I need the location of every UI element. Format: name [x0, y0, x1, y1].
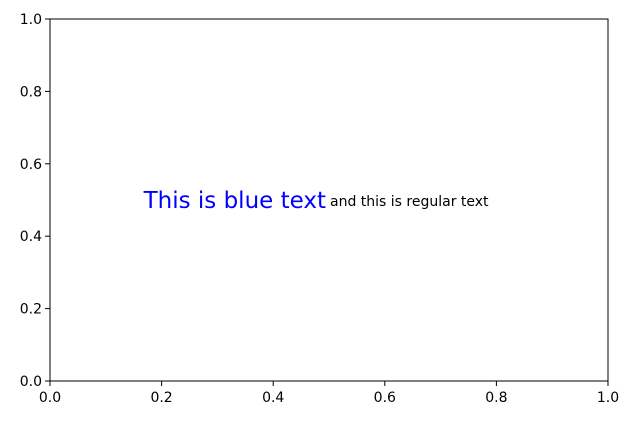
x-tick-label: 1.0: [597, 390, 619, 406]
y-tick-label: 0.6: [20, 157, 42, 173]
x-tick-label: 0.0: [39, 390, 61, 406]
annotation-blue-text: This is blue text: [143, 188, 326, 214]
plot-area-background: [50, 19, 608, 381]
plot-frame: [49, 18, 609, 382]
annotation-regular-text: and this is regular text: [330, 194, 489, 210]
y-tick-label: 0.4: [20, 229, 42, 245]
x-tick-label: 0.4: [262, 390, 284, 406]
y-tick-label: 0.8: [20, 84, 42, 100]
y-tick-label: 0.2: [20, 302, 42, 318]
x-tick-label: 0.2: [150, 390, 172, 406]
y-tick-label: 0.0: [20, 374, 42, 390]
x-tick-label: 0.8: [485, 390, 507, 406]
annotations-layer: This is blue text and this is regular tex…: [143, 188, 489, 214]
x-tick-label: 0.6: [374, 390, 396, 406]
x-axis: 0.0 0.2 0.4 0.6 0.8 1.0: [39, 381, 619, 406]
y-axis: 0.0 0.2 0.4 0.6 0.8 1.0: [20, 12, 50, 390]
y-tick-label: 1.0: [20, 12, 42, 28]
